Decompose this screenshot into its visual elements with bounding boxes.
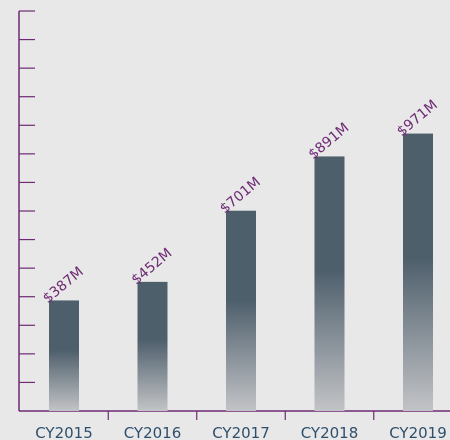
bar-cy2015 — [49, 300, 79, 411]
x-tick-labels: CY2015 CY2016 CY2017 CY2018 CY2019 — [35, 424, 447, 440]
data-label: $891M — [306, 120, 353, 163]
bar-cy2017 — [226, 210, 256, 411]
data-label: $701M — [217, 174, 264, 217]
bars — [49, 133, 433, 412]
data-label: $452M — [129, 245, 176, 288]
bar-cy2016 — [137, 281, 168, 411]
x-tick-label: CY2019 — [389, 424, 447, 440]
x-tick-label: CY2018 — [301, 424, 359, 440]
bar-cy2018 — [314, 156, 345, 411]
y-axis — [18, 10, 35, 411]
x-axis — [19, 410, 450, 420]
x-tick-label: CY2016 — [124, 424, 182, 440]
data-label: $387M — [40, 264, 87, 307]
x-tick-label: CY2015 — [35, 424, 93, 440]
bar-cy2019 — [403, 133, 433, 412]
x-tick-label: CY2017 — [212, 424, 270, 440]
data-label: $971M — [394, 97, 441, 140]
